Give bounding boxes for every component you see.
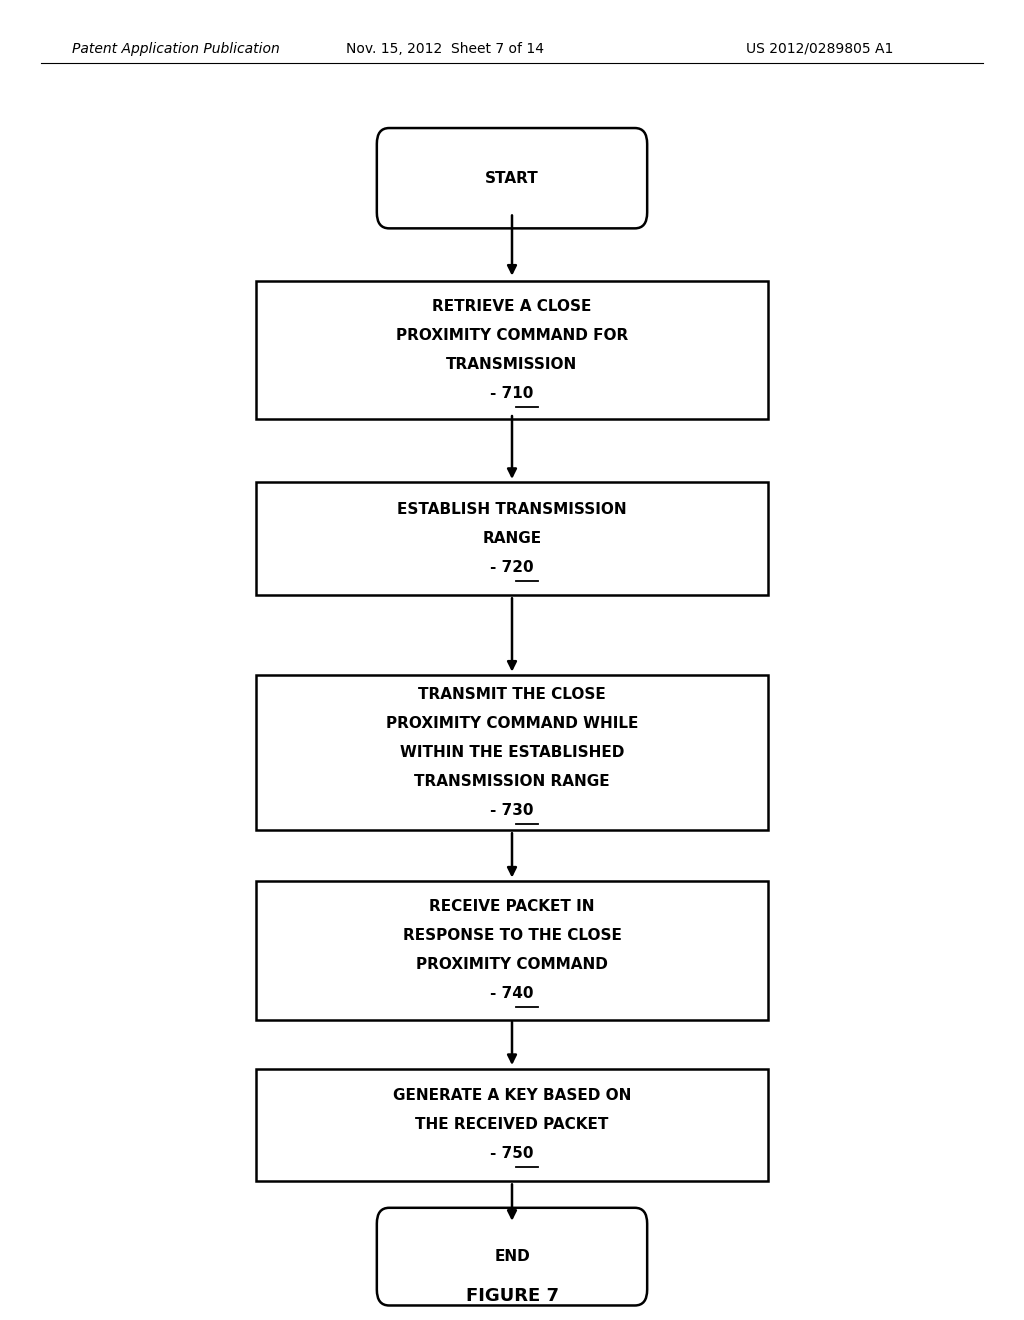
Text: GENERATE A KEY BASED ON: GENERATE A KEY BASED ON xyxy=(393,1088,631,1104)
Text: TRANSMIT THE CLOSE: TRANSMIT THE CLOSE xyxy=(418,686,606,702)
Text: PROXIMITY COMMAND FOR: PROXIMITY COMMAND FOR xyxy=(396,327,628,343)
Bar xyxy=(256,281,768,420)
Text: - 720: - 720 xyxy=(490,560,534,576)
FancyBboxPatch shape xyxy=(377,128,647,228)
Text: - 750: - 750 xyxy=(490,1146,534,1162)
Text: START: START xyxy=(485,170,539,186)
Text: RETRIEVE A CLOSE: RETRIEVE A CLOSE xyxy=(432,298,592,314)
Text: US 2012/0289805 A1: US 2012/0289805 A1 xyxy=(745,42,893,55)
Text: PROXIMITY COMMAND WHILE: PROXIMITY COMMAND WHILE xyxy=(386,715,638,731)
Text: - 710: - 710 xyxy=(490,385,534,401)
Text: TRANSMISSION: TRANSMISSION xyxy=(446,356,578,372)
Text: TRANSMISSION RANGE: TRANSMISSION RANGE xyxy=(414,774,610,789)
Text: PROXIMITY COMMAND: PROXIMITY COMMAND xyxy=(416,957,608,973)
Text: - 740: - 740 xyxy=(490,986,534,1002)
Text: END: END xyxy=(495,1249,529,1265)
Text: ESTABLISH TRANSMISSION: ESTABLISH TRANSMISSION xyxy=(397,502,627,517)
Bar xyxy=(256,675,768,830)
Text: Nov. 15, 2012  Sheet 7 of 14: Nov. 15, 2012 Sheet 7 of 14 xyxy=(346,42,545,55)
Text: RECEIVE PACKET IN: RECEIVE PACKET IN xyxy=(429,899,595,915)
Bar xyxy=(256,483,768,594)
Text: RANGE: RANGE xyxy=(482,531,542,546)
Text: - 730: - 730 xyxy=(490,803,534,818)
Text: WITHIN THE ESTABLISHED: WITHIN THE ESTABLISHED xyxy=(399,744,625,760)
Bar xyxy=(256,882,768,1019)
Text: FIGURE 7: FIGURE 7 xyxy=(466,1287,558,1305)
FancyBboxPatch shape xyxy=(377,1208,647,1305)
Text: THE RECEIVED PACKET: THE RECEIVED PACKET xyxy=(416,1117,608,1133)
Text: Patent Application Publication: Patent Application Publication xyxy=(72,42,280,55)
Text: RESPONSE TO THE CLOSE: RESPONSE TO THE CLOSE xyxy=(402,928,622,944)
Bar xyxy=(256,1069,768,1180)
